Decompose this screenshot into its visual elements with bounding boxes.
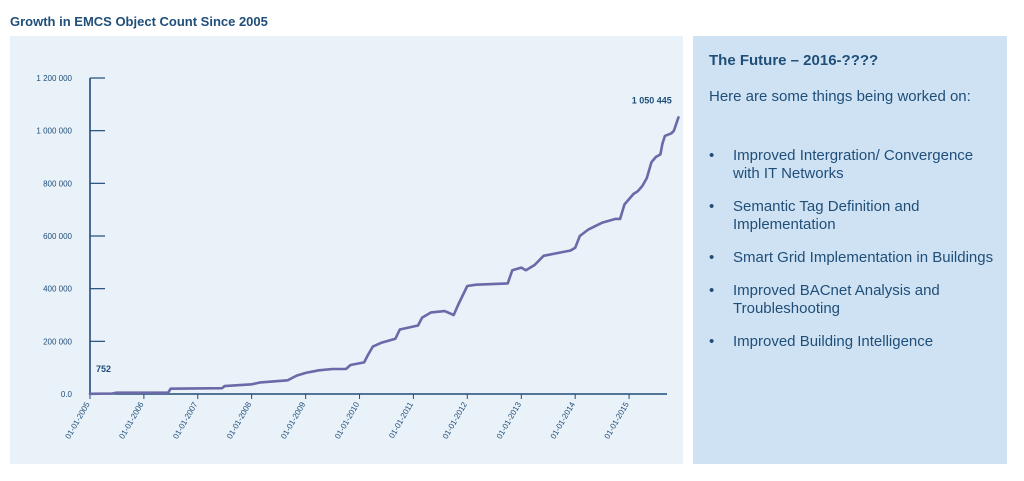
bullet-icon: • (709, 147, 715, 164)
y-tick-label: 600 000 (43, 232, 72, 241)
x-tick-label: 01-01-2010 (333, 400, 362, 440)
y-tick-label: 400 000 (43, 285, 72, 294)
y-tick-label: 0.0 (61, 390, 73, 399)
x-tick-label: 01-01-2013 (495, 400, 524, 440)
list-item: • Semantic Tag Definition and Implementat… (709, 198, 999, 234)
x-tick-label: 01-01-2006 (117, 400, 146, 440)
chart-panel: 0.0 200 000 400 000 600 000 800 000 1 000 000… (10, 36, 683, 464)
x-tick-label: 01-01-2005 (63, 400, 92, 440)
list-item-text: Smart Grid Implementation in Buildings (733, 249, 994, 266)
bullet-icon: • (709, 282, 715, 299)
y-tick-label: 1 200 000 (36, 74, 72, 83)
line-chart: 0.0 200 000 400 000 600 000 800 000 1 000 000… (36, 74, 680, 440)
info-heading: The Future – 2016-???? (709, 52, 879, 69)
x-tick-label: 01-01-2014 (549, 400, 578, 440)
bullet-icon: • (709, 333, 715, 350)
x-tick-label: 01-01-2012 (441, 400, 470, 440)
x-tick-label: 01-01-2015 (603, 400, 632, 440)
bullet-icon: • (709, 198, 715, 215)
info-intro: Here are some things being worked on: (709, 88, 971, 105)
list-item-text: Semantic Tag Definition and Implementati… (733, 198, 920, 233)
list-item: • Improved Intergration/ Convergence with… (709, 147, 999, 183)
y-tick-label: 200 000 (43, 337, 72, 346)
data-label-start: 752 (96, 364, 111, 374)
info-panel: The Future – 2016-???? Here are some thi… (693, 36, 1007, 464)
y-tick-label: 800 000 (43, 179, 72, 188)
data-label-end: 1 050 445 (632, 95, 672, 105)
list-item-text: Improved Building Intelligence (733, 333, 934, 350)
x-tick-label: 01-01-2009 (279, 400, 308, 440)
list-item: • Smart Grid Implementation in Buildings (709, 249, 999, 267)
list-item: • Improved BACnet Analysis and Troublesho… (709, 282, 999, 318)
info-list: • Improved Intergration/ Convergence with… (709, 147, 999, 366)
chart-title: Growth in EMCS Object Count Since 2005 (10, 14, 268, 29)
list-item-text: Improved BACnet Analysis and Troubleshoo… (733, 282, 940, 317)
series-line (88, 116, 680, 396)
x-tick-label: 01-01-2007 (171, 400, 200, 440)
list-item-text: Improved Intergration/ Convergence with … (733, 147, 974, 182)
x-tick-label: 01-01-2008 (225, 400, 254, 440)
x-tick-label: 01-01-2011 (387, 400, 415, 440)
bullet-icon: • (709, 249, 715, 266)
y-tick-label: 1 000 000 (36, 127, 72, 136)
list-item: • Improved Building Intelligence (709, 333, 999, 351)
